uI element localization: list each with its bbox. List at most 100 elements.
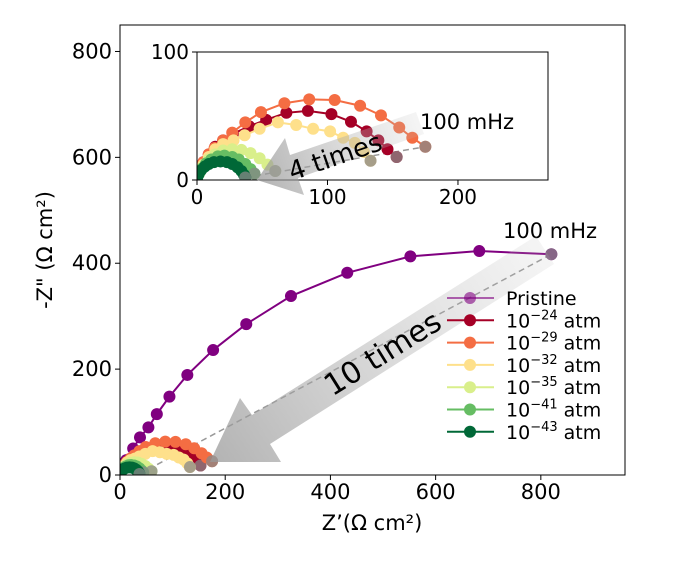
legend-label-exponent: −24 [530,308,557,323]
legend-label: 10−29 atm [506,331,601,355]
p29-data-point [239,116,252,129]
p24-data-point [301,104,314,117]
p32-data-point [271,116,284,129]
p24-data-point [325,108,338,121]
p41-100mhz-point [248,167,261,180]
p24-100mhz-point [390,150,403,163]
p32-data-point [253,122,266,135]
legend-marker [464,403,476,416]
legend-label-unit: atm [558,355,602,377]
main-x-tick-label: 400 [310,480,350,504]
legend-label-base: 10 [506,377,530,399]
legend-marker [464,336,476,349]
main-y-tick-label: 200 [72,357,112,381]
legend-label-base: Pristine [506,288,577,310]
p29-data-point [169,435,182,448]
p35-data-point [244,147,257,160]
p29-data-point [159,435,172,448]
p29-data-point [278,97,291,110]
legend-entry-p24: 10−24 atm [447,308,601,332]
inset-x-tick-label: 0 [191,185,204,209]
inset-y-tick-label: 100 [151,40,189,64]
p35-data-point [235,143,248,156]
legend-label-exponent: −35 [530,375,557,390]
pristine-data-point [404,250,417,263]
pristine-data-point [150,408,163,421]
four-times-arrow [257,112,424,195]
p29-data-point [328,94,341,106]
legend-label: 10−35 atm [506,375,601,399]
pristine-data-point [207,344,220,357]
legend-entry-p32: 10−32 atm [447,353,601,377]
legend-label: 10−43 atm [506,420,601,444]
p43-100mhz-point [239,171,252,180]
inset-x-tick-label: 100 [308,185,346,209]
legend-marker [464,358,476,371]
legend-marker [464,292,476,304]
p32-data-point [238,129,251,142]
legend-marker [464,425,476,438]
p32-data-point [307,122,320,135]
legend-entry-p43: 10−43 atm [447,420,601,444]
legend-label-base: 10 [506,355,530,377]
inset-axes: 0 100 200 0 100 100 mHz [151,40,549,209]
inset-axes-frame [196,51,549,181]
main-axes-frame [119,24,626,476]
main-y-tick-label: 400 [72,251,112,275]
p32-100mhz-point [364,154,377,167]
pristine-data-point [163,390,176,403]
pristine-data-point [181,368,194,381]
legend-entry-p35: 10−35 atm [447,375,601,399]
main-y-tick-label: 0 [99,463,112,487]
pristine-data-point [133,431,146,444]
legend-marker [464,381,476,394]
legend-entry-p29: 10−29 atm [447,331,601,355]
legend-label-exponent: −41 [530,398,557,413]
main-x-tick-label: 200 [205,480,245,504]
p32-100mhz-point [183,461,196,474]
pristine-data-point [341,266,354,279]
pristine-data-point [240,318,253,331]
legend-label: 10−32 atm [506,353,601,377]
p29-data-point [354,99,367,112]
legend-entry-pristine: Pristine [447,288,577,310]
inset-y-tick-label: 0 [176,168,189,192]
legend-label-base: 10 [506,333,530,355]
legend-label-unit: atm [558,377,602,399]
main-x-tick-label: 800 [521,480,561,504]
p29-100mhz-point [419,140,432,153]
inset-frequency-label: 100 mHz [420,110,514,134]
legend-marker [464,314,476,327]
legend-label-unit: atm [558,400,602,422]
p43-100mhz-point [133,467,146,475]
legend-label-unit: atm [558,333,602,355]
main-x-tick-label: 0 [113,480,126,504]
pristine-data-point [284,290,297,303]
p32-data-point [227,134,240,147]
y-axis-label: -Z" (Ω cm²) [33,191,57,309]
p32-data-point [324,125,337,138]
main-axes: 0 200 400 600 800 0 200 400 600 800 Z’(Ω cm²) -Z"… [33,24,626,535]
p29-data-point [303,93,316,106]
legend-label: 10−41 atm [506,398,601,422]
p24-data-point [280,106,293,119]
legend-label-unit: atm [558,310,602,332]
legend-label-exponent: −32 [530,353,557,368]
p24-data-point [344,115,357,128]
x-axis-label: Z’(Ω cm²) [322,511,423,535]
legend-label: 10−24 atm [506,308,601,332]
legend-label-base: 10 [506,310,530,332]
inset-x-tick-label: 200 [439,185,477,209]
legend-label-exponent: −43 [530,420,557,435]
legend-label: Pristine [506,288,577,310]
p29-data-point [374,109,387,122]
main-x-tick-label: 600 [416,480,456,504]
ten-times-label: 10 times [318,304,448,403]
p32-data-point [290,118,303,131]
p29-data-point [254,106,267,119]
legend-label-base: 10 [506,422,530,444]
main-frequency-label: 100 mHz [503,219,597,243]
legend-entry-p41: 10−41 atm [447,398,601,422]
